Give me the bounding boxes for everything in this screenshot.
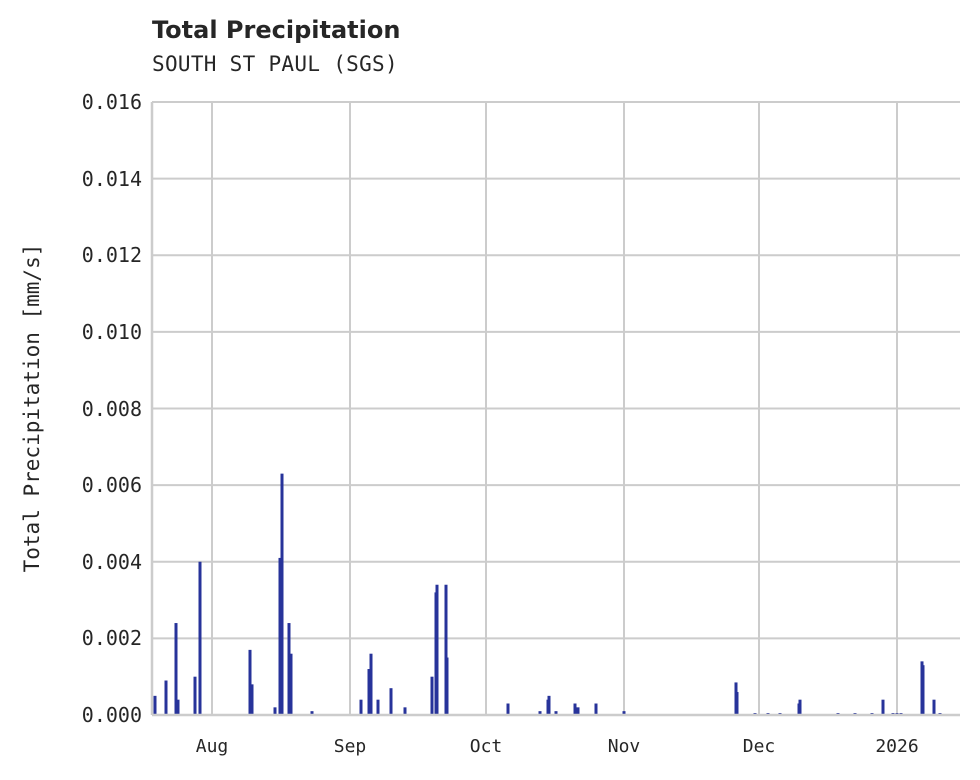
precip-bar (176, 699, 180, 715)
precip-bar (164, 680, 168, 715)
y-tick-label: 0.014 (81, 166, 142, 191)
precip-bar (881, 699, 885, 715)
precip-bar (278, 557, 282, 715)
precip-bar (174, 623, 178, 715)
precip-bar (198, 561, 202, 715)
precip-bar (547, 695, 551, 715)
precip-bar (310, 711, 314, 715)
x-tick-label: 2026 (875, 736, 919, 757)
y-tick-label: 0.016 (81, 90, 142, 114)
y-tick-label: 0.004 (81, 549, 142, 574)
precip-bar (273, 707, 277, 715)
y-tick-label: 0.006 (81, 473, 142, 498)
precip-bar (389, 688, 393, 715)
precip-bar (248, 649, 252, 715)
y-tick-label: 0.002 (81, 626, 142, 651)
x-tick-label: Aug (195, 736, 229, 757)
precip-bar (280, 473, 284, 715)
precip-bar (435, 584, 439, 715)
precip-bar (250, 684, 254, 715)
precip-bar (932, 699, 936, 715)
precip-bar (798, 699, 802, 715)
precip-bar (554, 711, 558, 715)
precip-bar (576, 707, 580, 715)
precip-bar (594, 703, 598, 715)
precip-bar (506, 703, 510, 715)
precip-bar (287, 623, 291, 715)
chart-title: Total Precipitation (152, 16, 401, 44)
x-tick-label: Dec (742, 736, 776, 757)
precip-bar (359, 699, 363, 715)
x-tick-label: Nov (607, 736, 641, 757)
precip-bar (289, 653, 293, 715)
x-tick-label: Oct (469, 736, 503, 757)
precip-bar (735, 692, 739, 715)
y-tick-label: 0.012 (81, 243, 142, 268)
precip-bar (369, 653, 373, 715)
x-tick-label: Sep (333, 736, 367, 757)
precip-bar (622, 711, 626, 715)
precip-bar (538, 711, 542, 715)
precip-bar (367, 669, 371, 715)
precip-bar (430, 676, 434, 715)
precip-bar (403, 707, 407, 715)
precip-bar (921, 665, 925, 715)
precip-bar (445, 657, 449, 715)
y-tick-label: 0.000 (81, 703, 142, 727)
chart-subtitle: SOUTH ST PAUL (SGS) (152, 52, 398, 76)
precip-bar (193, 676, 197, 715)
y-tick-label: 0.010 (81, 319, 142, 344)
precip-bar (153, 695, 157, 715)
precip-bar (444, 584, 448, 715)
precip-bar (573, 703, 577, 715)
y-tick-label: 0.008 (81, 396, 142, 421)
precip-bar (376, 699, 380, 715)
